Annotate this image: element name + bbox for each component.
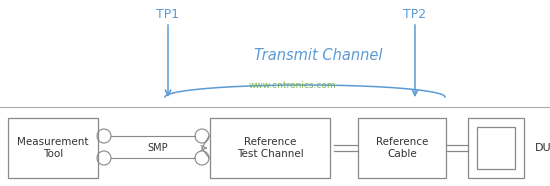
Text: www.cntronics.com: www.cntronics.com [248,81,336,91]
Bar [8,118,98,178]
Text: TP2: TP2 [404,8,427,21]
Text: Transmit Channel: Transmit Channel [254,47,382,62]
Text: DUT: DUT [535,143,550,153]
Text: Measurement
Tool: Measurement Tool [17,137,89,159]
Text: Reference
Cable: Reference Cable [376,137,428,159]
Text: TP1: TP1 [156,8,179,21]
Bar [358,118,446,178]
Bar [210,118,330,178]
Bar [477,127,515,169]
Text: Reference
Test Channel: Reference Test Channel [236,137,304,159]
Text: SMP: SMP [148,143,168,153]
Bar [468,118,524,178]
